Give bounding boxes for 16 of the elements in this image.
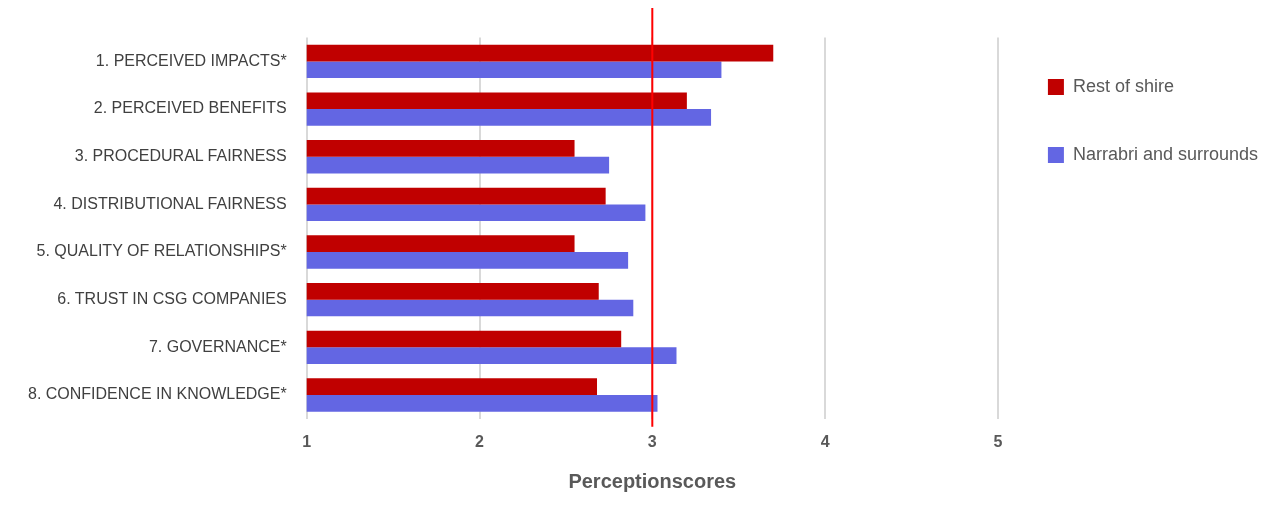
x-tick-label: 1: [302, 432, 312, 450]
y-tick-label: 6. TRUST IN CSG COMPANIES: [57, 290, 287, 308]
x-tick-label: 5: [993, 432, 1003, 450]
y-tick-label: 5. QUALITY OF RELATIONSHIPS*: [36, 242, 287, 260]
x-axis-title: Perceptionscores: [568, 469, 737, 492]
y-tick-label: 1. PERCEIVED IMPACTS*: [95, 51, 287, 69]
x-tick-label: 2: [475, 432, 485, 450]
x-tick-label: 4: [820, 432, 830, 450]
y-tick-label: 7. GOVERNANCE*: [148, 337, 287, 355]
legend-label: Rest of shire: [1072, 75, 1174, 96]
x-tick-label: 3: [647, 432, 657, 450]
y-tick-label: 3. PROCEDURAL FAIRNESS: [74, 147, 287, 165]
legend-label: Narrabri and surrounds: [1072, 143, 1258, 164]
y-tick-label: 4. DISTRIBUTIONAL FAIRNESS: [53, 194, 287, 212]
y-tick-label: 8. CONFIDENCE IN KNOWLEDGE*: [28, 385, 287, 403]
y-tick-label: 2. PERCEIVED BENEFITS: [93, 99, 287, 117]
